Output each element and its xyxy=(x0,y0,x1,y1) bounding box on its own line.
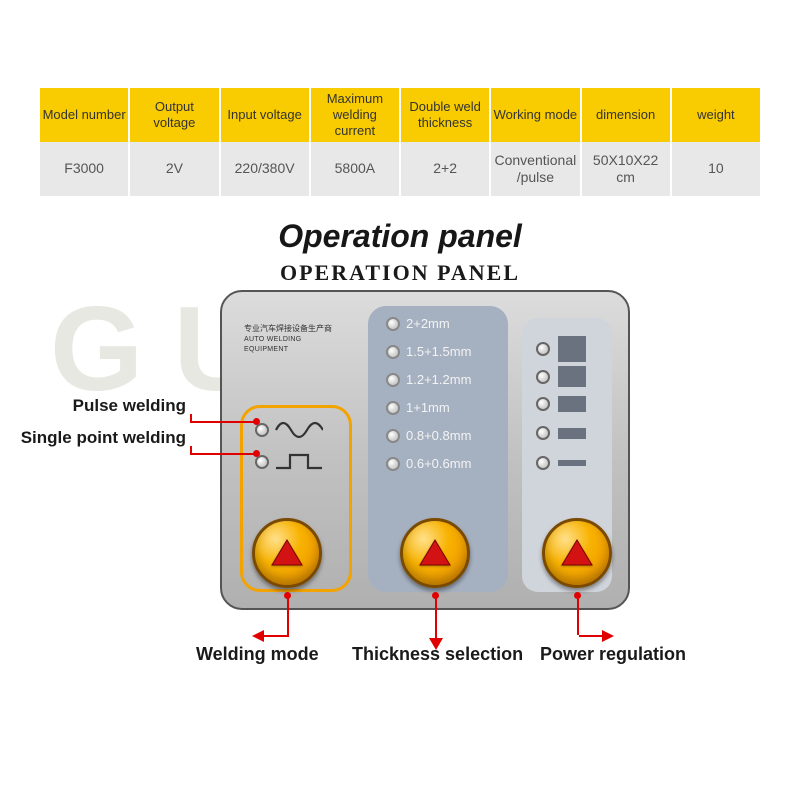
thickness-option-label: 1.2+1.2mm xyxy=(406,372,471,387)
callout-dot xyxy=(574,592,581,599)
thickness-led-icon xyxy=(386,457,400,471)
spec-value: 2+2 xyxy=(401,142,489,196)
single-led-icon xyxy=(255,455,269,469)
power-led-icon xyxy=(536,370,550,384)
callout-line xyxy=(435,595,437,641)
power-bar-icon xyxy=(558,428,586,439)
power-led-icon xyxy=(536,397,550,411)
equipment-text-en1: AUTO WELDING xyxy=(244,335,332,344)
pulse-mode-row xyxy=(255,420,323,440)
spec-value: 220/380V xyxy=(221,142,309,196)
equipment-text-cn: 专业汽车焊接设备生产商 xyxy=(244,324,332,334)
spec-value: 10 xyxy=(672,142,760,196)
power-level-row xyxy=(536,366,586,387)
triangle-up-icon xyxy=(270,538,304,568)
arrow-right-icon xyxy=(602,630,614,642)
specs-data-row: F3000 2V 220/380V 5800A 2+2 Conventional… xyxy=(40,142,760,196)
thickness-button[interactable] xyxy=(400,518,470,588)
power-level-row xyxy=(536,396,586,412)
spec-value: 5800A xyxy=(311,142,399,196)
power-level-row xyxy=(536,336,586,362)
callout-line xyxy=(190,421,254,423)
equipment-text-en2: EQUIPMENT xyxy=(244,345,332,354)
callout-line xyxy=(287,595,289,635)
callout-dot xyxy=(284,592,291,599)
power-bar-icon xyxy=(558,460,586,466)
triangle-up-icon xyxy=(560,538,594,568)
page-title: Operation panel xyxy=(0,218,800,255)
callout-line xyxy=(260,635,289,637)
welding-mode-label: Welding mode xyxy=(196,644,319,665)
spec-value: 50X10X22 cm xyxy=(582,142,670,196)
arrow-left-icon xyxy=(252,630,264,642)
power-led-icon xyxy=(536,342,550,356)
callout-line xyxy=(190,453,254,455)
spec-value: F3000 xyxy=(40,142,128,196)
spec-value: Conventional /pulse xyxy=(491,142,579,196)
power-bar-icon xyxy=(558,366,586,387)
pulse-welding-label: Pulse welding xyxy=(60,396,186,416)
welding-mode-button[interactable] xyxy=(252,518,322,588)
sine-wave-icon xyxy=(275,420,323,440)
square-wave-icon xyxy=(275,452,323,472)
specs-header-row: Model number Output voltage Input voltag… xyxy=(40,88,760,142)
thickness-label: Thickness selection xyxy=(352,644,523,665)
thickness-led-icon xyxy=(386,317,400,331)
spec-header: Model number xyxy=(40,88,128,142)
thickness-option: 0.8+0.8mm xyxy=(386,428,471,443)
specs-table: Model number Output voltage Input voltag… xyxy=(40,88,760,196)
spec-header: Input voltage xyxy=(221,88,309,142)
thickness-led-icon xyxy=(386,345,400,359)
thickness-option-label: 0.6+0.6mm xyxy=(406,456,471,471)
thickness-led-icon xyxy=(386,429,400,443)
callout-dot xyxy=(432,592,439,599)
power-led-icon xyxy=(536,426,550,440)
thickness-option: 2+2mm xyxy=(386,316,450,331)
spec-header: weight xyxy=(672,88,760,142)
power-bar-icon xyxy=(558,396,586,412)
thickness-option: 1.2+1.2mm xyxy=(386,372,471,387)
pulse-led-icon xyxy=(255,423,269,437)
page-subtitle: OPERATION PANEL xyxy=(0,260,800,286)
thickness-led-icon xyxy=(386,401,400,415)
spec-header: dimension xyxy=(582,88,670,142)
power-bar-icon xyxy=(558,336,586,362)
thickness-option: 1.5+1.5mm xyxy=(386,344,471,359)
power-button[interactable] xyxy=(542,518,612,588)
thickness-option-label: 0.8+0.8mm xyxy=(406,428,471,443)
power-level-row xyxy=(536,426,586,440)
spec-header: Maximum welding current xyxy=(311,88,399,142)
single-point-row xyxy=(255,452,323,472)
power-led-icon xyxy=(536,456,550,470)
thickness-option: 1+1mm xyxy=(386,400,450,415)
spec-header: Double weld thickness xyxy=(401,88,489,142)
callout-line xyxy=(190,446,192,455)
thickness-option-label: 2+2mm xyxy=(406,316,450,331)
spec-header: Working mode xyxy=(491,88,579,142)
callout-dot xyxy=(253,450,260,457)
triangle-up-icon xyxy=(418,538,452,568)
callout-dot xyxy=(253,418,260,425)
thickness-option-label: 1.5+1.5mm xyxy=(406,344,471,359)
callout-line xyxy=(190,414,192,423)
spec-header: Output voltage xyxy=(130,88,218,142)
callout-line xyxy=(577,595,579,635)
equipment-text: 专业汽车焊接设备生产商 AUTO WELDING EQUIPMENT xyxy=(244,324,332,355)
spec-value: 2V xyxy=(130,142,218,196)
thickness-led-icon xyxy=(386,373,400,387)
power-label: Power regulation xyxy=(540,644,686,665)
thickness-option-label: 1+1mm xyxy=(406,400,450,415)
single-point-label: Single point welding xyxy=(4,428,186,448)
power-level-row xyxy=(536,456,586,470)
thickness-option: 0.6+0.6mm xyxy=(386,456,471,471)
